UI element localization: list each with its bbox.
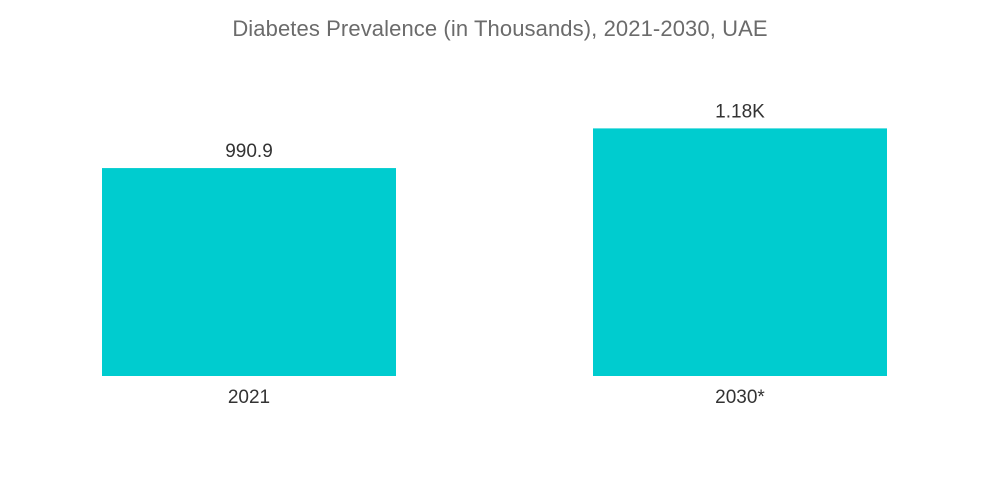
data-label: 1.18K	[715, 101, 765, 122]
x-tick-label: 2030*	[715, 387, 765, 408]
chart-title: Diabetes Prevalence (in Thousands), 2021…	[232, 16, 768, 41]
bar-2021	[102, 168, 396, 376]
data-label: 990.9	[225, 141, 273, 162]
x-tick-label: 2021	[228, 387, 270, 408]
bar-2030	[593, 128, 887, 376]
